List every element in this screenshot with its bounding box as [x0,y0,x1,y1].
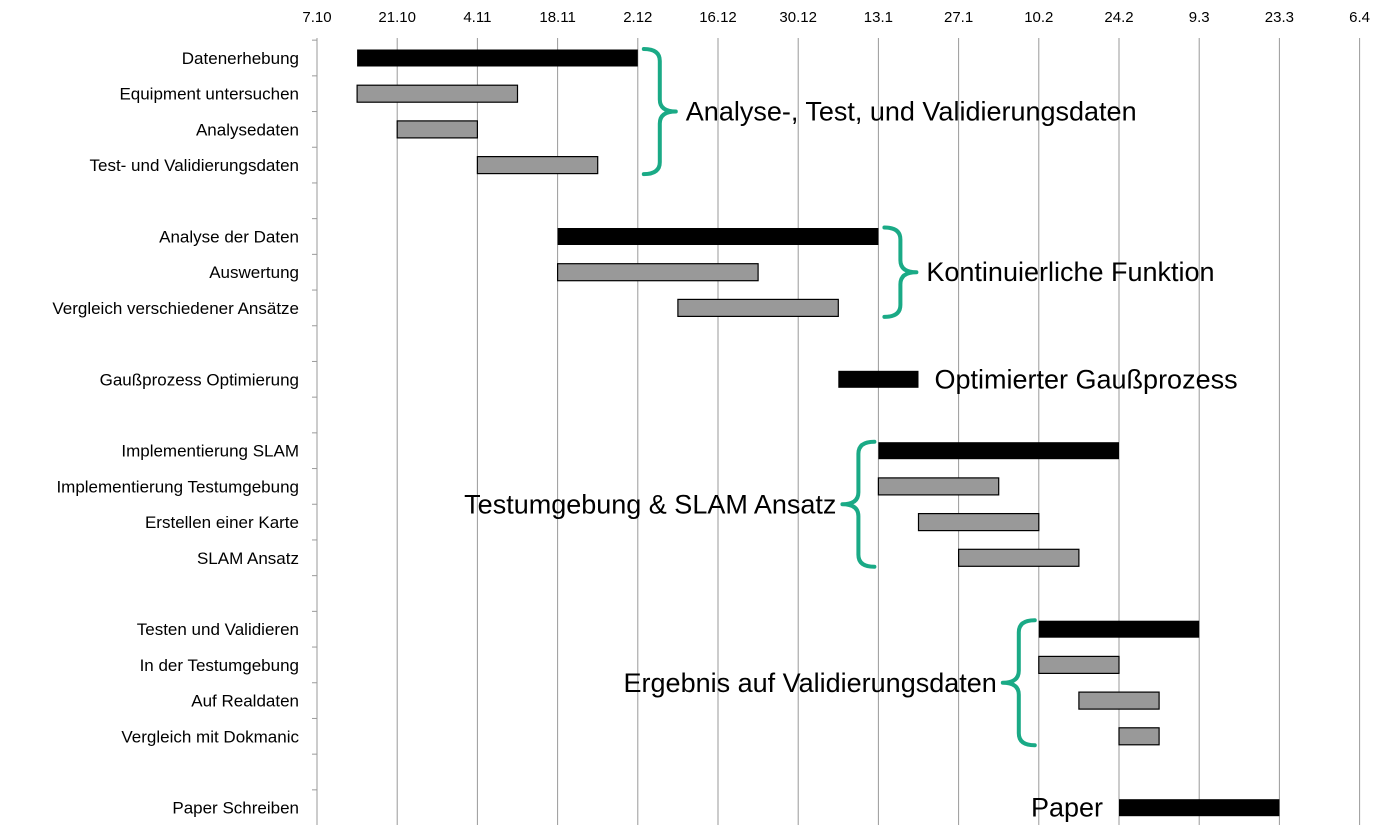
task-bar-main [557,228,879,245]
task-label: Vergleich mit Dokmanic [121,727,299,746]
task-label: Gaußprozess Optimierung [100,370,299,389]
curly-brace [1000,618,1037,748]
x-tick-label: 4.11 [463,9,491,26]
task-label: Implementierung Testumgebung [56,477,299,496]
task-bars [356,49,1280,817]
x-tick-label: 18.11 [539,9,575,26]
annotation-text: Analyse-, Test, und Validierungsdaten [686,97,1137,127]
x-tick-label: 23.3 [1265,9,1294,26]
x-tick-label: 30.12 [779,9,817,26]
task-label: Auf Realdaten [191,692,299,711]
task-label: Auswertung [209,263,299,282]
task-bar-sub [917,512,1040,532]
task-label: Analysedaten [196,120,299,139]
task-label: SLAM Ansatz [197,549,299,568]
x-tick-label: 6.4 [1349,9,1370,26]
task-label: Test- und Validierungsdaten [90,156,300,175]
task-label: Analyse der Daten [159,228,299,247]
x-tick-label: 2.12 [623,9,652,26]
task-label: Erstellen einer Karte [145,513,299,532]
annotation-text: Kontinuierliche Funktion [926,257,1214,287]
task-bar-main [838,370,919,388]
x-tick-label: 16.12 [699,9,737,26]
task-bar-sub [556,263,759,282]
curly-brace [840,439,877,569]
x-tick-label: 27.1 [944,9,973,26]
x-tick-label: 9.3 [1189,9,1210,26]
task-label: Testen und Validieren [137,620,299,639]
task-bar-sub [1118,727,1160,746]
annotation-text: Ergebnis auf Validierungsdaten [624,668,997,698]
task-bar-sub [677,298,839,317]
task-bar-sub [396,120,479,139]
task-bar-sub [877,477,1000,496]
task-bar-sub [1078,691,1160,710]
task-label: Datenerhebung [182,49,299,68]
task-label: Implementierung SLAM [121,442,299,461]
task-bar-main [1119,799,1280,817]
task-bar-main [1038,620,1200,638]
annotations: Analyse-, Test, und Validierungsdaten Kon… [464,47,1238,823]
task-label: Equipment untersuchen [119,85,299,104]
x-tick-label: 10.2 [1024,9,1053,26]
task-bar-sub [356,84,519,103]
curly-brace [882,225,919,319]
task-labels: Datenerhebung Equipment untersuchen Analys… [52,49,299,818]
x-tick-label: 21.10 [378,9,416,26]
annotation-text: Testumgebung & SLAM Ansatz [464,489,836,519]
x-axis-ticks: 7.10 21.10 4.11 18.11 2.12 16.12 30.12 13.1 27.1… [302,9,1370,26]
task-label: In der Testumgebung [140,656,299,675]
task-bar-main [878,442,1119,460]
task-bar-main [357,49,638,67]
task-bar-sub [1038,655,1120,675]
annotation-text: Optimierter Gaußprozess [935,364,1238,394]
x-tick-label: 13.1 [864,9,893,26]
curly-brace [641,47,678,177]
x-tick-label: 24.2 [1104,9,1133,26]
y-axis [312,38,318,825]
task-label: Paper Schreiben [172,799,299,818]
task-bar-sub [476,156,599,175]
x-tick-label: 7.10 [302,9,331,26]
task-label: Vergleich verschiedener Ansätze [52,299,299,318]
task-bar-sub [957,548,1080,567]
annotation-text: Paper [1031,793,1103,823]
